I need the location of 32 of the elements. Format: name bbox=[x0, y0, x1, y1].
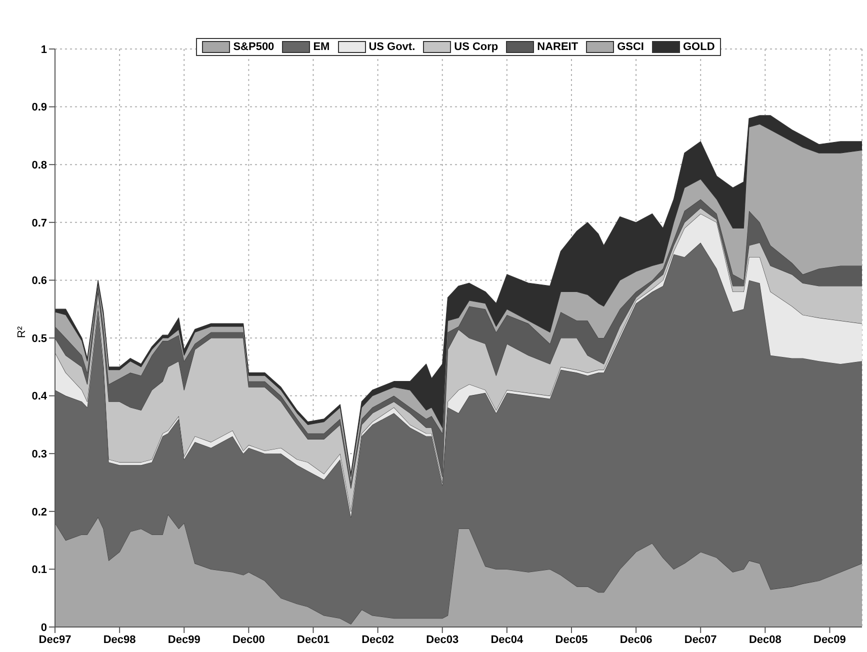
legend-label: US Govt. bbox=[368, 41, 416, 53]
y-tick-label: 0.4 bbox=[32, 390, 48, 403]
x-tick-label: Dec01 bbox=[297, 634, 330, 646]
legend-label: US Corp bbox=[454, 41, 498, 53]
x-tick-label: Dec09 bbox=[814, 634, 846, 646]
x-tick-label: Dec98 bbox=[103, 634, 136, 646]
x-tick-label: Dec06 bbox=[620, 634, 652, 646]
x-tick-label: Dec99 bbox=[168, 634, 200, 646]
x-tick-label: Dec05 bbox=[555, 634, 588, 646]
x-tick-label: Dec04 bbox=[490, 634, 524, 646]
legend-label: GSCI bbox=[617, 41, 644, 53]
y-tick-label: 0.5 bbox=[32, 332, 47, 345]
x-tick-label: Dec97 bbox=[38, 634, 72, 646]
x-tick-label: Dec03 bbox=[426, 634, 459, 646]
y-tick-label: 0 bbox=[40, 622, 47, 634]
x-tick-label: Dec07 bbox=[684, 634, 717, 646]
legend-label: EM bbox=[313, 41, 330, 53]
y-tick-label: 1 bbox=[40, 44, 47, 56]
y-axis-title: R² bbox=[16, 326, 28, 338]
y-tick-label: 0.6 bbox=[32, 275, 47, 288]
y-tick-label: 0.8 bbox=[32, 160, 47, 172]
y-tick-label: 0.3 bbox=[32, 448, 47, 461]
x-tick-label: Dec00 bbox=[232, 634, 265, 646]
x-tick-label: Dec08 bbox=[748, 634, 782, 646]
y-tick-label: 0.2 bbox=[32, 506, 47, 518]
y-tick-label: 0.1 bbox=[32, 564, 47, 576]
x-tick-label: Dec02 bbox=[362, 634, 394, 646]
y-tick-label: 0.7 bbox=[32, 217, 47, 230]
legend-label: S&P500 bbox=[233, 41, 274, 53]
y-tick-label: 0.9 bbox=[32, 102, 47, 114]
legend-label: NAREIT bbox=[537, 41, 578, 53]
legend-label: GOLD bbox=[683, 41, 715, 53]
